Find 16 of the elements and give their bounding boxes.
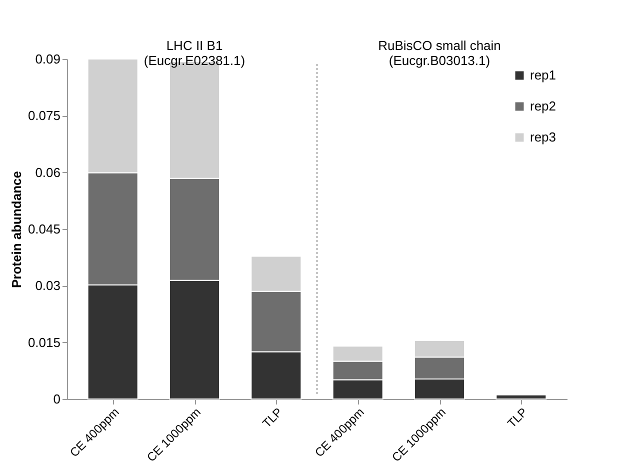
y-tick-label: 0.09 [35,52,60,66]
y-tick-label: 0.015 [28,334,60,350]
y-tick-label: 0 [53,392,60,406]
legend-label: rep2 [530,98,556,114]
y-tick-label: 0.06 [35,164,60,180]
y-tick-label: 0.045 [28,222,60,236]
x-tick-label: TLP [260,405,286,431]
legend-label: rep3 [530,130,556,144]
x-tick-label: TLP [504,405,530,431]
y-tick-label: 0.03 [35,278,60,294]
annotation: RuBisCO small chain (Eucgr.B03013.1) [378,38,501,68]
annotation: LHC II B1 (Eucgr.E02381.1) [144,38,246,68]
legend-label: rep1 [530,68,556,82]
bar [496,394,547,400]
y-tick-label: 0.075 [28,108,60,124]
y-axis-title: Protein abundance [8,170,24,288]
